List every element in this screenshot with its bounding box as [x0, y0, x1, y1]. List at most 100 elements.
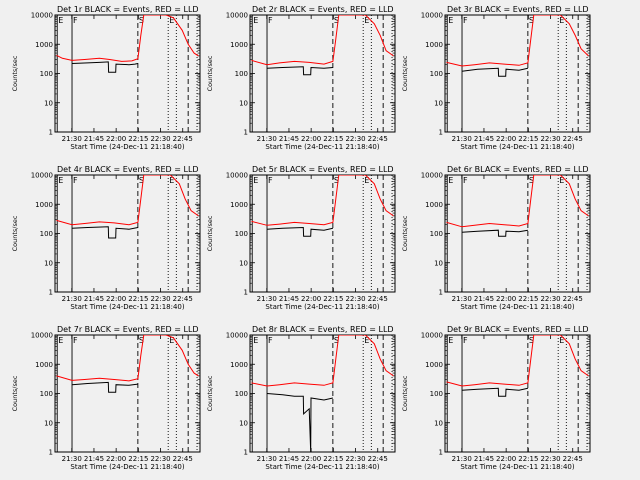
x-tick-label: 22:45	[563, 455, 583, 463]
x-tick-label: 21:30	[452, 135, 472, 143]
y-tick-label: 10000	[421, 12, 443, 20]
event-marker-label: F	[463, 16, 468, 25]
x-tick-label: 21:30	[452, 455, 472, 463]
x-tick-label: 21:30	[257, 295, 277, 303]
y-tick-label: 1000	[425, 41, 443, 49]
y-tick-label: 100	[40, 230, 53, 238]
event-marker-label: F	[268, 336, 273, 345]
y-axis-label: Counts/sec	[11, 55, 19, 91]
x-tick-label: 22:45	[173, 455, 193, 463]
events-series-line	[71, 381, 138, 393]
y-tick-label: 100	[235, 70, 248, 78]
x-tick-label: 22:30	[540, 135, 560, 143]
event-marker-label: E	[253, 16, 258, 25]
y-tick-label: 10	[239, 259, 248, 267]
y-tick-label: 10	[239, 419, 248, 427]
y-axis-label: Counts/sec	[206, 375, 214, 411]
event-marker-label: E	[364, 16, 369, 25]
panel-det-8: Det 8r BLACK = Events, RED = LLD 1 10 100 10…	[206, 325, 396, 471]
event-marker-label: E	[448, 176, 453, 185]
y-axis-label: Counts/sec	[401, 55, 409, 91]
y-tick-label: 1	[439, 289, 443, 297]
panel-det-5: Det 5r BLACK = Events, RED = LLD 1 10 100 10…	[206, 165, 396, 311]
x-tick-label: 22:45	[368, 295, 388, 303]
event-marker-label: E	[448, 16, 453, 25]
x-tick-label: 21:30	[62, 455, 82, 463]
x-tick-label: 21:45	[474, 135, 494, 143]
event-marker-label: E	[253, 336, 258, 345]
event-marker-label: E	[448, 336, 453, 345]
events-series-line	[461, 387, 529, 397]
y-tick-label: 100	[430, 230, 443, 238]
y-tick-label: 1000	[425, 201, 443, 209]
panel-title: Det 6r BLACK = Events, RED = LLD	[447, 165, 589, 174]
y-tick-label: 100	[40, 390, 53, 398]
y-tick-label: 1	[244, 129, 248, 137]
x-tick-label: 22:45	[368, 455, 388, 463]
y-axis-label: Counts/sec	[401, 215, 409, 251]
y-tick-label: 10	[434, 419, 443, 427]
panel-det-1: Det 1r BLACK = Events, RED = LLD 1 10 100 10…	[11, 5, 201, 151]
y-tick-label: 1000	[35, 361, 53, 369]
plot-frame	[249, 14, 396, 133]
panel-det-3: Det 3r BLACK = Events, RED = LLD 1 10 100 10…	[401, 5, 591, 151]
event-marker-label: S	[529, 336, 534, 345]
event-marker-label: S	[529, 16, 534, 25]
panel-title: Det 3r BLACK = Events, RED = LLD	[447, 5, 589, 14]
events-series-line	[266, 226, 334, 237]
lld-series-line	[251, 335, 394, 387]
y-tick-label: 10	[44, 259, 53, 267]
lld-series-line	[56, 15, 199, 62]
event-marker-label: E	[559, 336, 564, 345]
x-tick-label: 22:45	[173, 135, 193, 143]
y-tick-label: 1	[244, 449, 248, 457]
event-marker-label: E	[253, 176, 258, 185]
x-tick-label: 21:30	[62, 295, 82, 303]
x-tick-label: 22:30	[540, 295, 560, 303]
panel-title: Det 4r BLACK = Events, RED = LLD	[57, 165, 199, 174]
panel-det-9: Det 9r BLACK = Events, RED = LLD 1 10 100 10…	[401, 325, 591, 471]
lld-series-line	[446, 175, 589, 228]
x-tick-label: 22:30	[150, 295, 170, 303]
x-tick-label: 22:00	[301, 135, 321, 143]
event-marker-label: F	[463, 176, 468, 185]
events-series-line	[266, 66, 333, 76]
x-axis-label: Start Time (24-Dec-11 21:18:40)	[265, 143, 379, 151]
x-tick-label: 21:30	[452, 295, 472, 303]
x-tick-label: 22:45	[173, 295, 193, 303]
y-tick-label: 100	[430, 390, 443, 398]
lld-series-line	[446, 15, 589, 67]
x-axis-label: Start Time (24-Dec-11 21:18:40)	[460, 303, 574, 311]
x-tick-label: 22:30	[150, 455, 170, 463]
x-tick-label: 21:45	[84, 135, 104, 143]
events-series-line	[71, 226, 138, 239]
plot-frame	[54, 174, 201, 293]
x-tick-label: 22:30	[345, 455, 365, 463]
panel-det-4: Det 4r BLACK = Events, RED = LLD 1 10 100 10…	[11, 165, 201, 311]
y-axis-label: Counts/sec	[401, 375, 409, 411]
events-series-line	[461, 67, 529, 77]
event-marker-label: E	[559, 176, 564, 185]
y-tick-label: 10000	[226, 12, 248, 20]
y-tick-label: 1	[439, 449, 443, 457]
x-tick-label: 22:30	[150, 135, 170, 143]
x-tick-label: 22:30	[345, 135, 365, 143]
y-tick-label: 10	[44, 99, 53, 107]
event-marker-label: E	[169, 336, 174, 345]
event-marker-label: E	[169, 16, 174, 25]
event-marker-label: E	[58, 336, 63, 345]
x-axis-label: Start Time (24-Dec-11 21:18:40)	[265, 463, 379, 471]
event-marker-label: E	[169, 176, 174, 185]
x-tick-label: 22:00	[106, 295, 126, 303]
y-axis-label: Counts/sec	[206, 55, 214, 91]
y-tick-label: 1000	[230, 201, 248, 209]
x-tick-label: 21:45	[474, 455, 494, 463]
x-axis-label: Start Time (24-Dec-11 21:18:40)	[70, 143, 184, 151]
y-tick-label: 1	[49, 129, 53, 137]
event-marker-label: E	[364, 176, 369, 185]
x-tick-label: 22:00	[496, 135, 516, 143]
event-marker-label: F	[268, 176, 273, 185]
y-tick-label: 10000	[31, 172, 53, 180]
x-axis-label: Start Time (24-Dec-11 21:18:40)	[70, 303, 184, 311]
x-tick-label: 22:30	[345, 295, 365, 303]
